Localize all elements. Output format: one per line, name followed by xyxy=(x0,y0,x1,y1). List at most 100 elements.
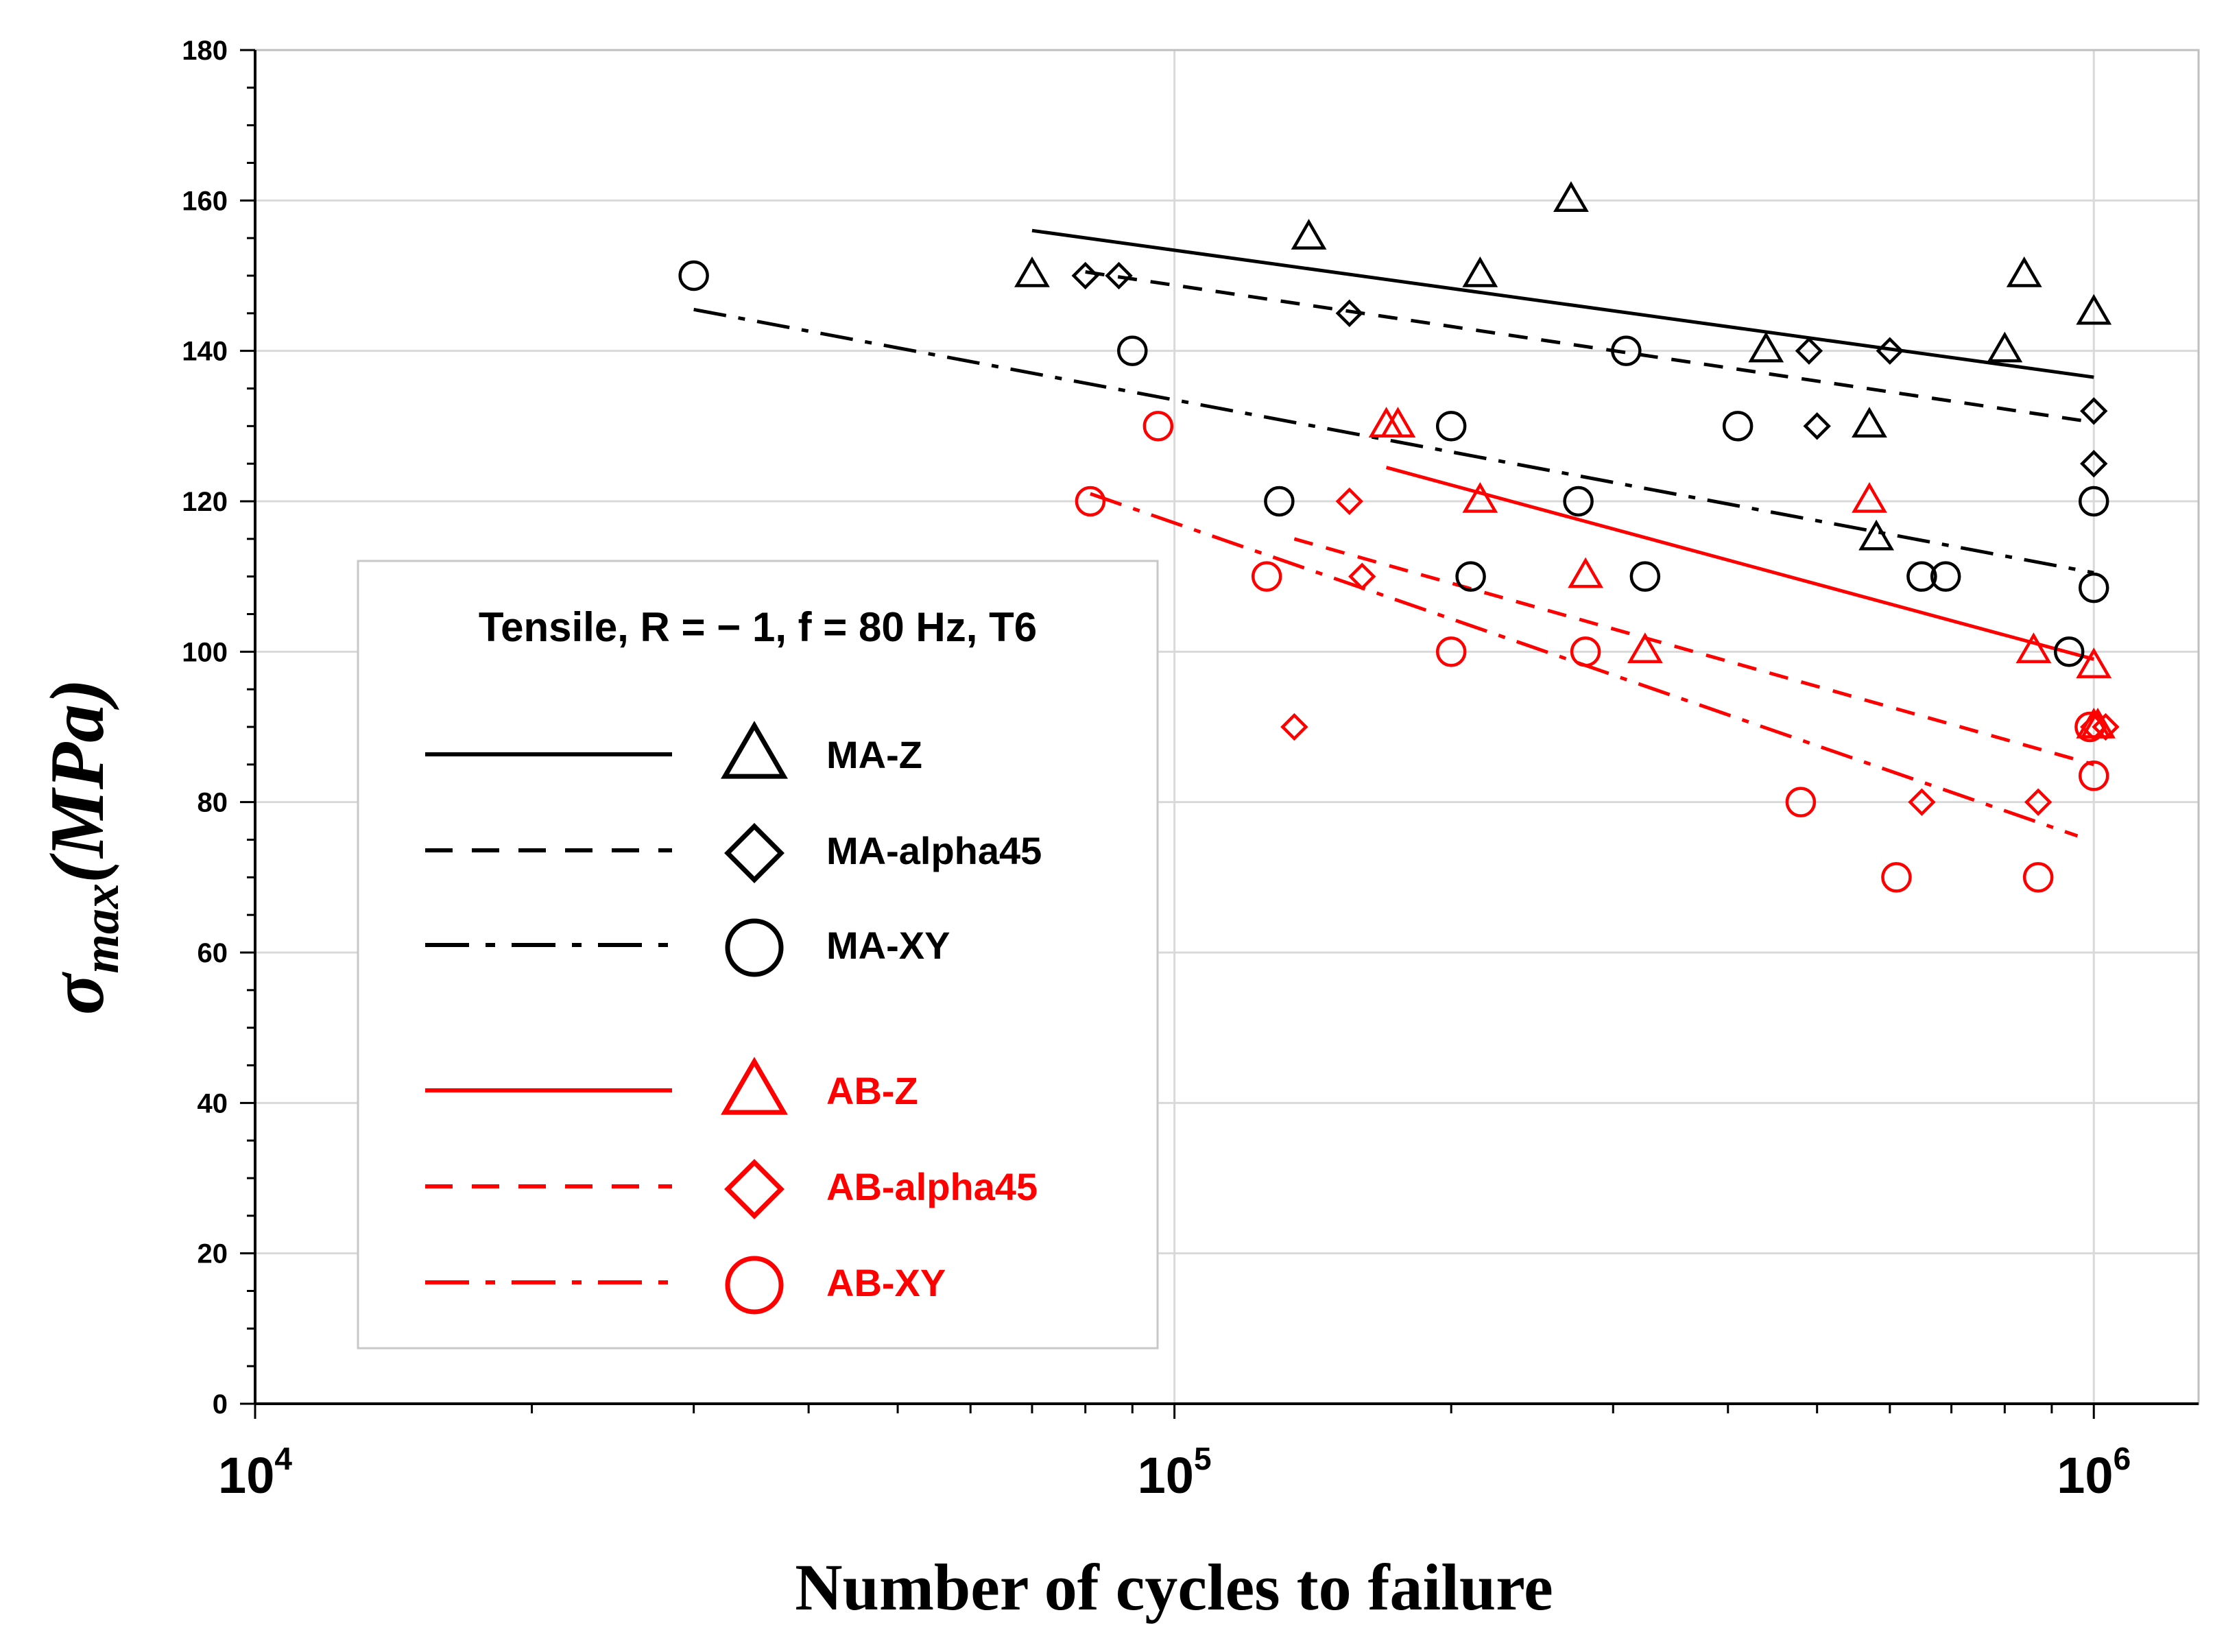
x-tick-label-base: 10 xyxy=(1138,1447,1194,1504)
point-ma-xy xyxy=(678,260,709,291)
fit-line-ma-xy xyxy=(693,307,2094,575)
point-ma-z xyxy=(1014,256,1050,287)
fit-line-ma-alpha45 xyxy=(1085,270,2094,424)
x-tick-label-base: 10 xyxy=(2057,1447,2113,1504)
x-tick-label-exponent: 4 xyxy=(274,1441,292,1476)
fit-line-ab-z xyxy=(1385,466,2094,661)
legend-label-ma-xy: MA-XY xyxy=(826,924,950,967)
legend-label-ma-alpha45: MA-alpha45 xyxy=(826,829,1042,872)
legend-marker-ma-alpha45 xyxy=(724,823,785,883)
legend-marker-ab-xy xyxy=(725,1256,784,1315)
point-ab-xy xyxy=(2074,711,2105,743)
x-axis-label: Number of cycles to failure xyxy=(795,1551,1553,1624)
y-tick-label: 60 xyxy=(198,938,228,968)
fit-line-ab-alpha45 xyxy=(1293,537,2094,767)
legend-label-ma-z: MA-Z xyxy=(826,733,922,776)
fit-line-ma-z xyxy=(1031,228,2094,379)
point-ab-xy xyxy=(2022,862,2054,893)
y-tick-label: 0 xyxy=(213,1389,228,1420)
point-ma-alpha45 xyxy=(2080,397,2108,425)
point-ma-z xyxy=(1858,519,1894,551)
point-ma-z xyxy=(1852,407,1887,438)
point-ma-alpha45 xyxy=(1335,299,1363,328)
x-tick-label-base: 10 xyxy=(218,1447,274,1504)
y-axis-label-unit: (MPa) xyxy=(35,678,120,883)
point-ma-xy xyxy=(1930,561,1961,592)
point-ab-xy xyxy=(1881,862,1912,893)
point-ma-xy xyxy=(1455,561,1486,592)
point-ab-z xyxy=(1852,481,1887,513)
point-ab-alpha45 xyxy=(1348,562,1376,590)
data-points xyxy=(678,181,2120,893)
legend-marker-ma-z xyxy=(721,721,788,779)
point-ma-alpha45 xyxy=(1105,261,1133,290)
point-ma-z xyxy=(1462,256,1498,287)
point-ab-alpha45 xyxy=(2024,788,2053,816)
point-ab-z xyxy=(1462,481,1498,513)
legend-label-ab-z: AB-Z xyxy=(826,1069,918,1112)
legend-title: Tensile, R = − 1, f = 80 Hz, T6 xyxy=(479,604,1037,650)
point-ab-z xyxy=(2076,647,2112,678)
point-ab-alpha45 xyxy=(1908,788,1936,816)
y-axis-label: σmax(MPa) xyxy=(35,678,130,1015)
y-tick-label: 40 xyxy=(198,1088,228,1118)
legend-marker-ma-xy xyxy=(725,918,784,977)
point-ma-xy xyxy=(2078,486,2109,517)
point-ma-alpha45 xyxy=(1071,261,1099,290)
y-tick-label: 160 xyxy=(182,186,228,216)
point-ma-xy xyxy=(1563,486,1594,517)
point-ab-xy xyxy=(1251,561,1282,592)
point-ma-xy xyxy=(2053,636,2085,667)
point-ma-z xyxy=(1291,219,1327,250)
x-tick-label-exponent: 5 xyxy=(1194,1441,1212,1476)
point-ma-alpha45 xyxy=(1795,337,1823,365)
x-tick-label: 106 xyxy=(2057,1441,2131,1504)
point-ma-xy xyxy=(1611,335,1642,366)
x-tick-labels: 104 105 106 xyxy=(218,1441,2131,1504)
svg-text:σmax(MPa): σmax(MPa) xyxy=(35,678,130,1015)
point-ma-z xyxy=(1987,331,2023,363)
y-tick-label: 140 xyxy=(182,337,228,367)
point-ab-xy xyxy=(1570,636,1601,667)
x-tick-label: 104 xyxy=(218,1441,292,1504)
x-tick-label-exponent: 6 xyxy=(2114,1441,2131,1476)
point-ma-xy xyxy=(1629,561,1661,592)
legend-marker-ab-alpha45 xyxy=(724,1159,785,1219)
point-ab-z xyxy=(2015,632,2052,664)
point-ab-xy xyxy=(1785,787,1817,817)
point-ab-z xyxy=(1568,557,1603,588)
point-ab-alpha45 xyxy=(1335,487,1363,516)
y-tick-label: 120 xyxy=(182,487,228,517)
y-tick-labels: 0 20 40 60 80 100 120 140 160 180 xyxy=(182,36,228,1420)
point-ma-alpha45 xyxy=(2080,449,2108,478)
y-tick-label: 20 xyxy=(198,1239,228,1269)
y-axis-label-subscript: max xyxy=(73,883,130,974)
point-ma-z xyxy=(1553,181,1589,213)
point-ab-z xyxy=(1627,632,1663,664)
legend-label-ab-alpha45: AB-alpha45 xyxy=(826,1165,1038,1208)
point-ma-z xyxy=(2076,294,2112,325)
point-ab-alpha45 xyxy=(2092,713,2120,741)
point-ab-xy xyxy=(1435,636,1467,667)
point-ab-alpha45 xyxy=(1280,713,1308,741)
x-tick-label: 105 xyxy=(1138,1441,1212,1504)
legend-box xyxy=(357,560,1159,1350)
point-ma-xy xyxy=(2078,572,2109,603)
point-ma-xy xyxy=(1722,411,1754,442)
point-ab-z xyxy=(1380,407,1416,438)
legend-marker-ab-z xyxy=(721,1057,788,1115)
legend-label-ab-xy: AB-XY xyxy=(826,1261,946,1304)
legend: Tensile, R = − 1, f = 80 Hz, T6 MA-Z MA-a… xyxy=(357,560,1159,1350)
point-ab-xy xyxy=(1142,411,1174,442)
point-ma-z xyxy=(1748,331,1784,363)
y-tick-label: 180 xyxy=(182,36,228,66)
point-ma-xy xyxy=(1117,335,1148,366)
y-tick-label: 100 xyxy=(182,637,228,667)
point-ab-xy xyxy=(1075,486,1106,517)
y-tick-label: 80 xyxy=(198,788,228,818)
point-ma-xy xyxy=(1435,411,1467,442)
point-ma-alpha45 xyxy=(1803,412,1831,440)
y-axis-label-symbol: σ xyxy=(35,972,120,1015)
point-ab-xy xyxy=(2078,761,2109,791)
